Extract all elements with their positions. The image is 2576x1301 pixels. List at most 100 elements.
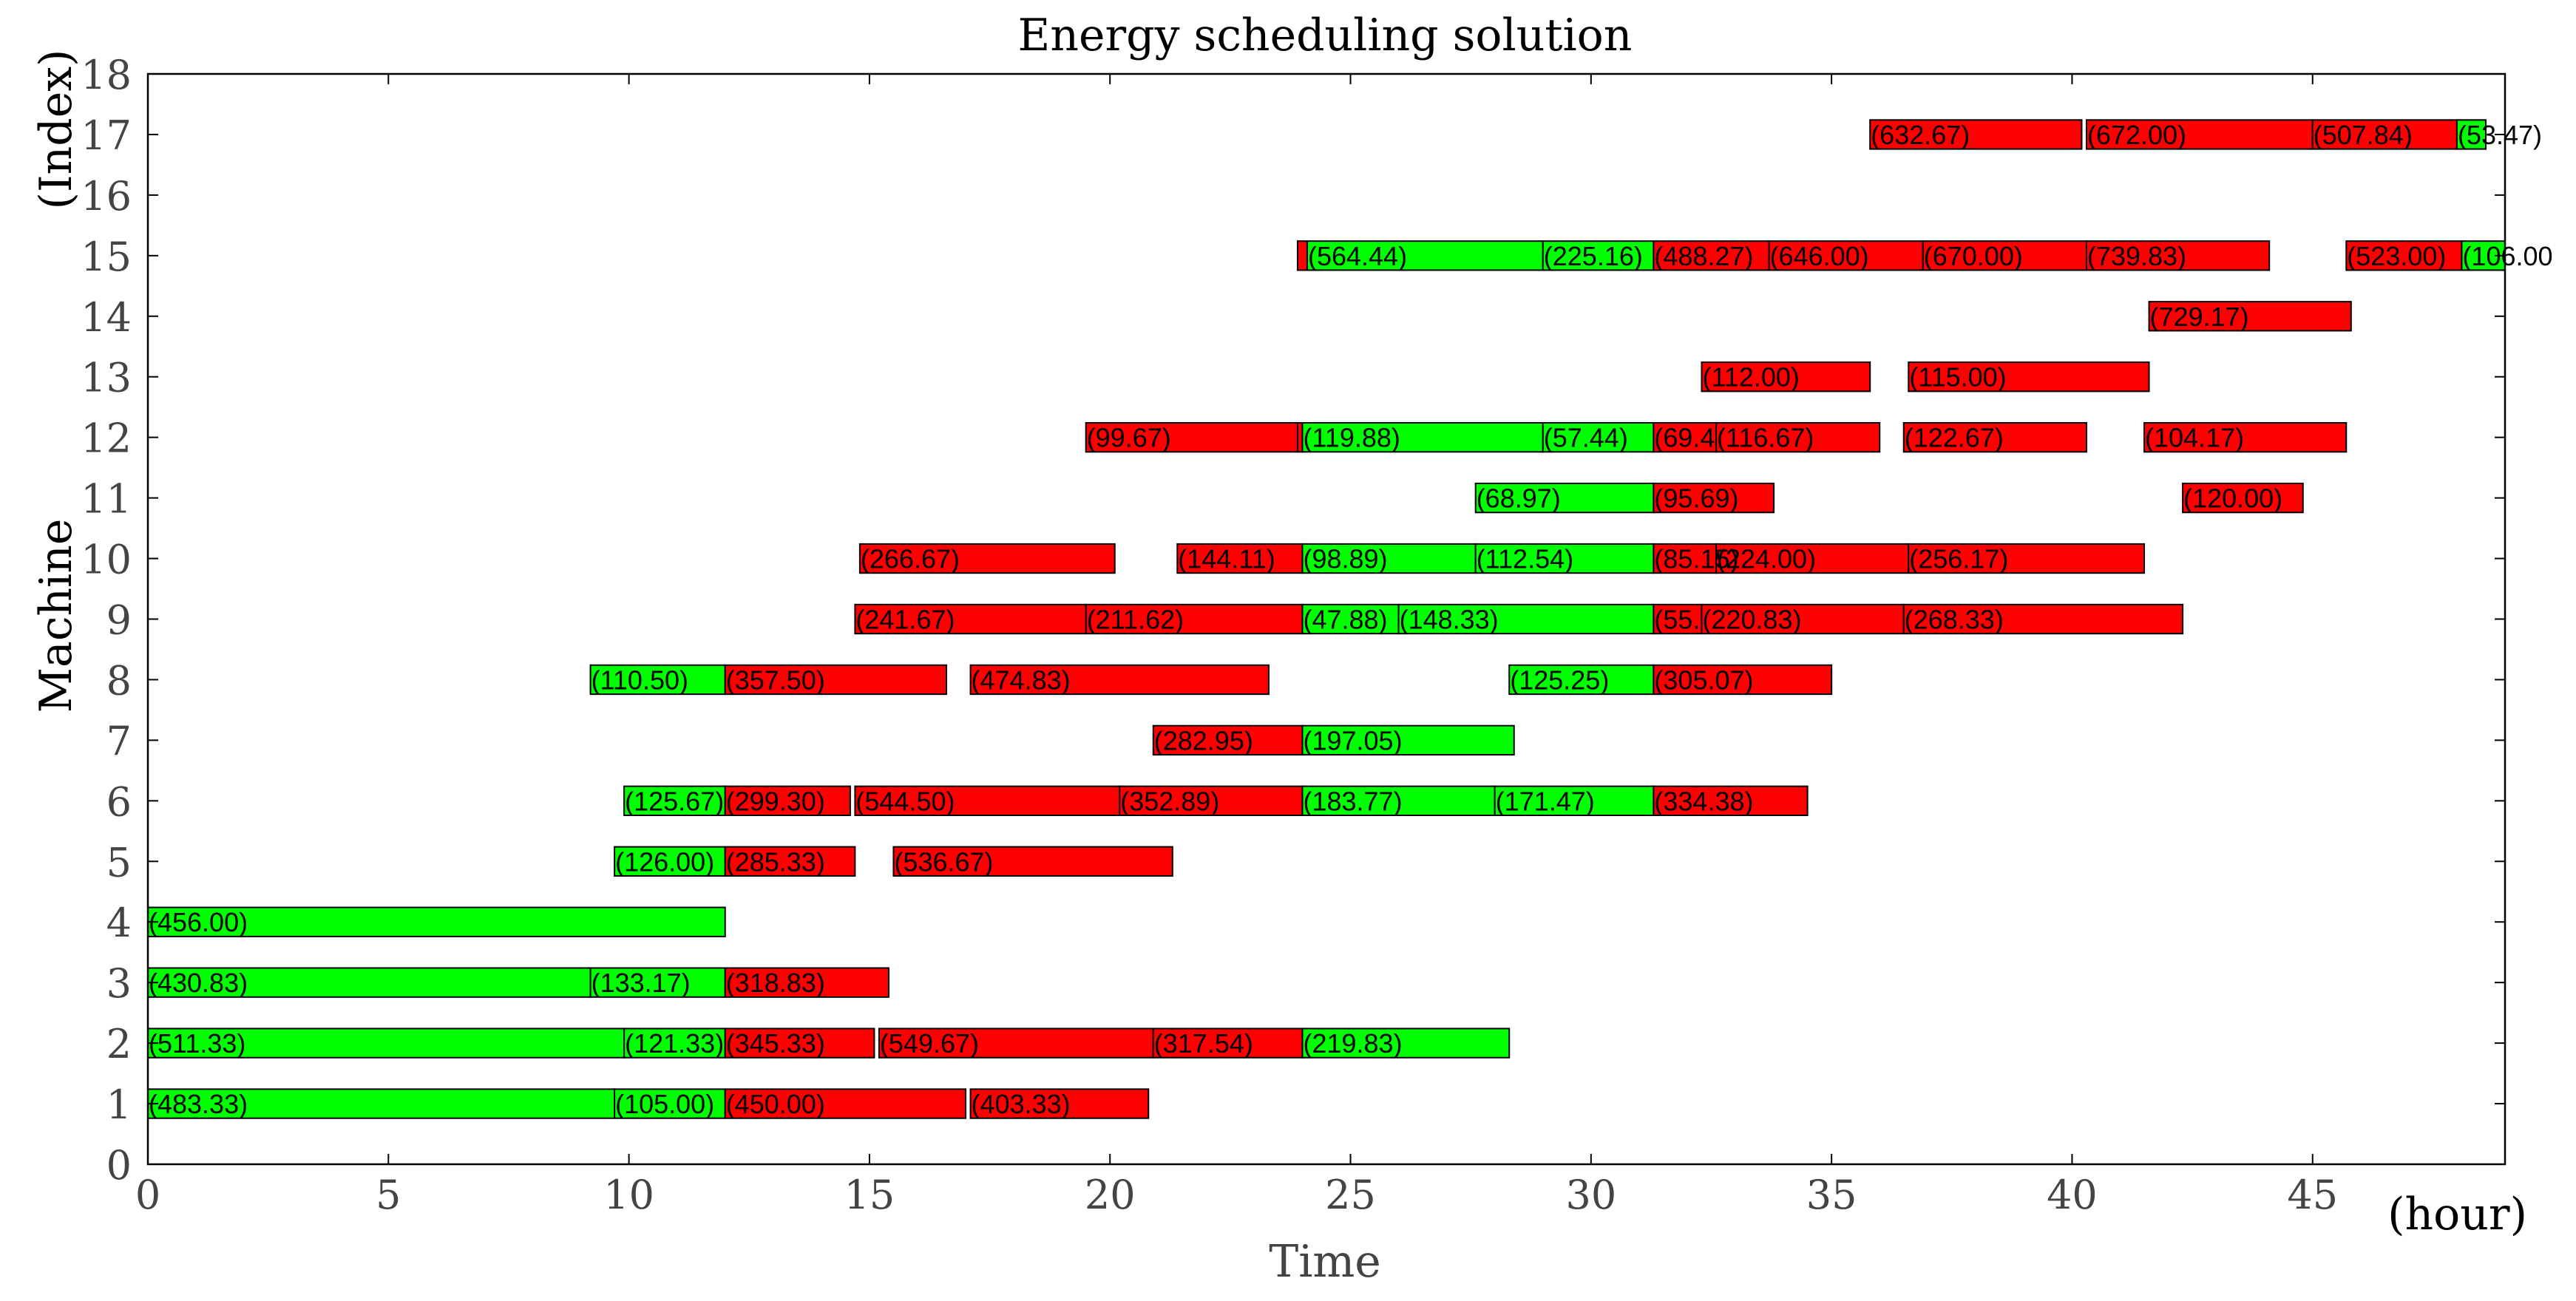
y-tick-label: 4 bbox=[106, 900, 132, 946]
task-bar-label: (219.83) bbox=[1303, 1028, 1402, 1059]
y-axis-unit-label: (Index) bbox=[30, 50, 82, 210]
task-bar-label: (197.05) bbox=[1303, 725, 1402, 755]
task-bar-label: (646.00) bbox=[1770, 241, 1869, 271]
task-bar-label: (105.00) bbox=[615, 1089, 714, 1119]
y-tick-label: 14 bbox=[81, 294, 132, 341]
task-bar bbox=[969, 1088, 1150, 1119]
x-tick-label: 25 bbox=[1325, 1172, 1376, 1218]
task-bar-label: (57.44) bbox=[1544, 423, 1628, 453]
task-bar bbox=[892, 846, 1173, 877]
y-tick-label: 18 bbox=[81, 52, 132, 98]
y-tick-label: 6 bbox=[106, 778, 132, 825]
task-bar-label: (317.54) bbox=[1154, 1028, 1253, 1059]
task-bar bbox=[1902, 603, 2184, 635]
task-bar-label: (544.50) bbox=[855, 786, 955, 816]
task-bar bbox=[2345, 240, 2463, 271]
task-bar-label: (224.00) bbox=[1717, 544, 1816, 574]
task-bar bbox=[724, 664, 948, 696]
task-bar bbox=[1474, 482, 1655, 514]
task-bar-label: (112.54) bbox=[1477, 544, 1573, 574]
task-bar-label: (305.07) bbox=[1654, 665, 1753, 695]
y-tick-label: 13 bbox=[81, 355, 132, 401]
x-tick-label: 15 bbox=[844, 1172, 895, 1218]
x-tick-label: 30 bbox=[1565, 1172, 1616, 1218]
task-bar bbox=[1301, 1027, 1511, 1059]
task-bar-label: (403.33) bbox=[972, 1089, 1071, 1119]
x-tick-label: 20 bbox=[1085, 1172, 1136, 1218]
task-bar bbox=[1653, 240, 1770, 271]
task-bar-label: (632.67) bbox=[1871, 120, 1970, 150]
task-bar bbox=[2311, 119, 2458, 150]
task-bar-label: (106.00 bbox=[2462, 241, 2552, 271]
task-bar-label: (483.33) bbox=[149, 1089, 248, 1119]
task-bar-label: (171.47) bbox=[1496, 786, 1595, 816]
task-bar bbox=[1653, 603, 1703, 635]
y-tick-label: 3 bbox=[106, 960, 132, 1007]
task-bar bbox=[1397, 603, 1655, 635]
y-tick-label: 1 bbox=[106, 1081, 132, 1128]
task-bar-label: (211.62) bbox=[1087, 605, 1184, 635]
task-bar-label: (112.00) bbox=[1702, 362, 1799, 393]
x-tick-label: 40 bbox=[2047, 1172, 2098, 1218]
y-tick-label: 5 bbox=[106, 839, 132, 886]
task-bar-label: (121.33) bbox=[625, 1028, 724, 1059]
task-bar bbox=[1908, 361, 2150, 393]
task-bar bbox=[1715, 422, 1881, 453]
x-tick-label: 0 bbox=[135, 1172, 160, 1218]
task-bar-label: (85.15) bbox=[1654, 544, 1738, 574]
task-bar bbox=[147, 1027, 626, 1059]
task-bar bbox=[1306, 240, 1544, 271]
task-bar bbox=[1653, 785, 1809, 816]
x-tick-label: 35 bbox=[1806, 1172, 1857, 1218]
task-bar-label: (98.89) bbox=[1303, 544, 1387, 574]
task-bar bbox=[1119, 785, 1304, 816]
task-bar bbox=[2455, 119, 2487, 150]
task-bar-label: (507.84) bbox=[2314, 120, 2413, 150]
y-tick-label: 11 bbox=[81, 476, 132, 523]
task-bar bbox=[1494, 785, 1655, 816]
task-bar-label: (220.83) bbox=[1702, 605, 1801, 635]
task-bar-label: (225.16) bbox=[1544, 241, 1643, 271]
task-bar bbox=[724, 846, 856, 877]
task-bar-label: (125.67) bbox=[625, 786, 724, 816]
task-bar-label: (334.38) bbox=[1654, 786, 1753, 816]
chart-title: Energy scheduling solution bbox=[1018, 10, 1633, 61]
task-bar bbox=[147, 906, 726, 937]
task-bar-label: (148.33) bbox=[1400, 605, 1499, 635]
y-tick-label: 12 bbox=[81, 415, 132, 462]
task-bar bbox=[1542, 422, 1655, 453]
task-bar-label: (670.00) bbox=[1924, 241, 2023, 271]
task-bar bbox=[2085, 240, 2271, 271]
task-bar-label: (488.27) bbox=[1654, 241, 1753, 271]
task-bar bbox=[724, 1088, 967, 1119]
task-bar bbox=[969, 664, 1270, 696]
task-bar bbox=[589, 967, 726, 998]
task-bar bbox=[1301, 543, 1477, 574]
task-bar-label: (183.77) bbox=[1303, 786, 1402, 816]
x-axis-label: Time bbox=[1269, 1236, 1381, 1288]
x-axis-ticks: 0 5 10 15 20 25 30 35 40 45 bbox=[135, 74, 2338, 1218]
task-bar-label: (110.50) bbox=[592, 665, 688, 695]
task-bar bbox=[1701, 603, 1905, 635]
task-bar-label: (126.00) bbox=[615, 846, 714, 877]
task-bar-label: (104.17) bbox=[2145, 423, 2244, 453]
task-bar bbox=[1301, 603, 1400, 635]
task-bar-label: (352.89) bbox=[1120, 786, 1219, 816]
x-tick-label: 5 bbox=[376, 1172, 401, 1218]
task-bar bbox=[1701, 361, 1871, 393]
task-bar bbox=[2182, 482, 2304, 514]
task-bar-label: (672.00) bbox=[2087, 120, 2186, 150]
task-bar-label: (55. bbox=[1654, 605, 1700, 635]
y-tick-label: 17 bbox=[81, 112, 132, 159]
task-bar-label: (474.83) bbox=[972, 665, 1071, 695]
task-bar bbox=[724, 967, 889, 998]
task-bar-label: (450.00) bbox=[726, 1089, 825, 1119]
task-bar bbox=[1296, 240, 1308, 271]
task-bar-label: (285.33) bbox=[726, 846, 825, 877]
task-bar-label: (299.30) bbox=[726, 786, 825, 816]
task-bar-label: (345.33) bbox=[726, 1028, 825, 1059]
y-tick-label: 16 bbox=[81, 173, 132, 220]
y-tick-label: 7 bbox=[106, 718, 132, 764]
task-bar-label: (511.33) bbox=[149, 1028, 245, 1059]
